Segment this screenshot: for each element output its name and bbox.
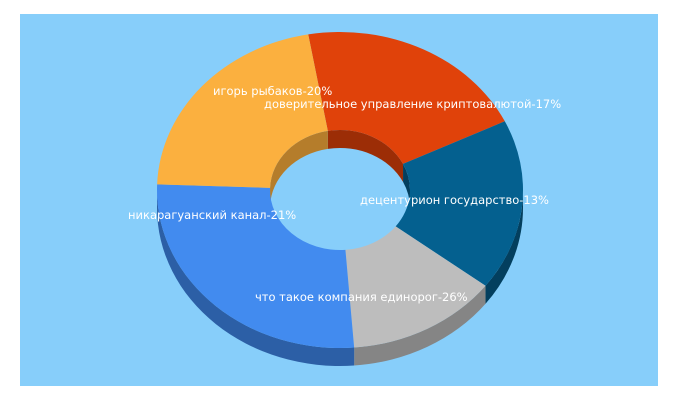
slice-labels: игорь рыбаков-20% доверительное управлен… <box>128 84 561 304</box>
slice-top-3 <box>157 184 355 349</box>
slice-top-1 <box>395 121 524 286</box>
slice-top-0 <box>308 31 505 164</box>
slice-label-igor: игорь рыбаков-20% <box>213 84 332 98</box>
slice-label-crypto-trust: доверительное управление криптовалютой-1… <box>264 97 561 111</box>
donut-sides <box>157 190 523 367</box>
hole-wall-4 <box>270 130 328 206</box>
slice-side-1 <box>485 190 523 304</box>
hole-wall-0 <box>327 129 404 182</box>
slice-top-2 <box>345 226 486 348</box>
slice-top-4 <box>157 34 328 188</box>
slice-label-unicorn: что такое компания единорог-26% <box>255 290 468 304</box>
hole-wall-1 <box>403 163 410 208</box>
slice-side-2 <box>354 285 486 366</box>
slice-label-nicaragua: никарагуанский канал-21% <box>128 208 296 222</box>
donut-tops <box>157 31 524 349</box>
slice-side-3 <box>157 190 355 367</box>
slice-label-decenturion: децентурион государство-13% <box>360 193 549 207</box>
